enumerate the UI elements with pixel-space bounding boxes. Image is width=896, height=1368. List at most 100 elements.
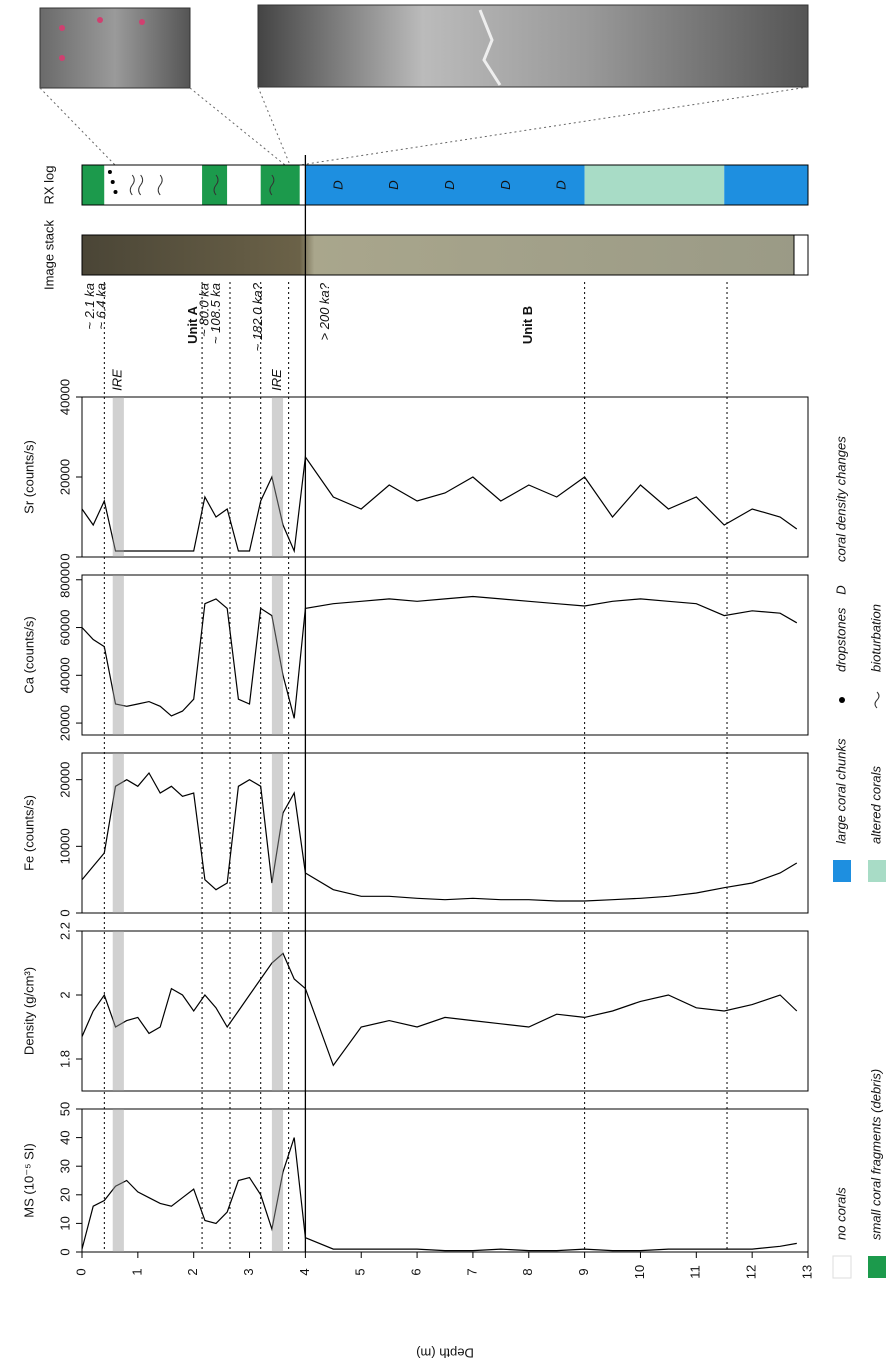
- ire-band: [271, 753, 284, 913]
- density-symbol: D: [498, 180, 513, 189]
- ire-band: [271, 397, 284, 557]
- y-tick-label: 20000: [57, 459, 72, 495]
- x-tick-label: 11: [688, 1265, 703, 1279]
- unit-label: Unit A: [185, 305, 200, 343]
- legend-label: small coral fragments (debris): [868, 1069, 883, 1240]
- unit-label: Unit B: [520, 306, 535, 344]
- y-tick-label: 20: [57, 1188, 72, 1202]
- panel-frame: [81, 930, 809, 1092]
- x-tick-label: 0: [73, 1268, 88, 1275]
- legend-label: dropstones: [833, 607, 848, 672]
- bioturbation-symbol: [157, 174, 163, 196]
- legend-symbol: D: [833, 585, 848, 594]
- image-stack-end: [793, 234, 809, 276]
- y-tick-label: 60000: [57, 609, 72, 645]
- y-tick-label: 10: [57, 1216, 72, 1230]
- legend-bioturbation: [874, 691, 880, 709]
- ire-band: [271, 1109, 284, 1252]
- legend-label: no corals: [833, 1187, 848, 1240]
- ire-label: IRE: [110, 369, 125, 391]
- photo-spot: [97, 17, 103, 23]
- y-tick-label: 10000: [57, 828, 72, 864]
- bioturbation-symbol: [213, 174, 219, 196]
- panel-title: MS (10⁻⁵ SI): [21, 1143, 36, 1217]
- data-line: [81, 1137, 797, 1252]
- age-label: ~ 80.0 ka: [197, 283, 212, 337]
- ire-band: [112, 931, 124, 1091]
- y-tick-label: 1.8: [57, 1050, 72, 1068]
- connector: [39, 87, 116, 166]
- data-line: [81, 595, 798, 719]
- core-photo: [257, 4, 809, 88]
- connector: [189, 87, 286, 166]
- data-line: [81, 771, 798, 902]
- age-label: ~ 182.0 ka?: [250, 282, 265, 351]
- panel-title: Sr (counts/s): [21, 440, 36, 514]
- x-tick-label: 10: [632, 1265, 647, 1279]
- age-label: > 200 ka?: [317, 282, 332, 340]
- y-tick-label: 80000: [57, 562, 72, 598]
- image-stack-label: Image stack: [41, 219, 56, 290]
- rx-segment: [104, 165, 203, 205]
- connector: [257, 86, 291, 166]
- y-tick-label: 40000: [57, 379, 72, 415]
- x-tick-label: 4: [297, 1268, 312, 1275]
- x-tick-label: 2: [185, 1268, 200, 1275]
- photo-spot: [59, 55, 65, 61]
- legend-swatch: [868, 1256, 886, 1278]
- photo-crack: [478, 9, 502, 86]
- bioturbation-symbol: [129, 174, 135, 196]
- ire-band: [271, 931, 284, 1091]
- legend-swatch: [833, 860, 851, 882]
- data-line: [81, 952, 798, 1067]
- y-tick-label: 0: [57, 553, 72, 560]
- y-tick-label: 20000: [57, 762, 72, 798]
- age-label: ~ 6.4 ka: [93, 283, 108, 330]
- photo-spot: [139, 19, 145, 25]
- x-tick-label: 9: [576, 1268, 591, 1275]
- image-stack: [81, 234, 809, 276]
- y-tick-label: 0: [57, 909, 72, 916]
- rx-segment: [227, 165, 261, 205]
- ire-band: [112, 753, 124, 913]
- legend-label: bioturbation: [868, 604, 883, 672]
- panel-frame: [81, 752, 809, 914]
- rx-segment: [305, 165, 585, 205]
- rx-segment: [584, 165, 725, 205]
- legend-swatch: [832, 1255, 852, 1279]
- photo-spot: [59, 25, 65, 31]
- x-tick-label: 12: [744, 1265, 759, 1279]
- x-tick-label: 5: [353, 1268, 368, 1275]
- legend-label: altered corals: [868, 765, 883, 844]
- rx-segment: [202, 165, 228, 205]
- panel-title: Fe (counts/s): [21, 795, 36, 871]
- density-symbol: D: [554, 180, 569, 189]
- rx-segment: [82, 165, 105, 205]
- age-label: ~ 2.1 ka: [82, 283, 97, 330]
- bioturbation-symbol: [269, 174, 275, 196]
- ire-band: [112, 397, 124, 557]
- legend-dot: [839, 697, 845, 703]
- x-tick-label: 13: [799, 1265, 814, 1279]
- bioturbation-symbol: [138, 174, 144, 196]
- dropstone-symbol: [110, 180, 115, 184]
- density-symbol: D: [442, 180, 457, 189]
- x-tick-label: 1: [129, 1268, 144, 1275]
- y-tick-label: 40: [57, 1130, 72, 1144]
- panel-title: Ca (counts/s): [21, 616, 36, 693]
- ire-band: [271, 575, 284, 735]
- x-tick-label: 6: [409, 1268, 424, 1275]
- data-line: [81, 455, 798, 554]
- x-tick-label: 3: [241, 1268, 256, 1275]
- connector: [299, 86, 809, 166]
- panel-frame: [81, 1108, 809, 1253]
- x-tick-label: 8: [520, 1268, 535, 1275]
- rx-frame: [81, 164, 809, 206]
- dropstone-symbol: [107, 170, 112, 174]
- density-symbol: D: [386, 180, 401, 189]
- y-tick-label: 20000: [57, 705, 72, 741]
- y-tick-label: 2.2: [57, 922, 72, 940]
- ire-band: [112, 1109, 124, 1252]
- y-tick-label: 0: [57, 1248, 72, 1255]
